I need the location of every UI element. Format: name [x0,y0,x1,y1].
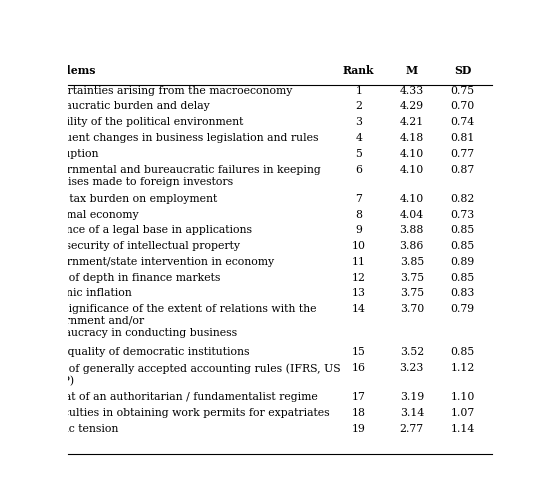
Text: 13: 13 [352,288,366,298]
Text: 4.10: 4.10 [400,165,424,175]
Text: 0.89: 0.89 [451,257,475,267]
Text: 0.85: 0.85 [451,241,475,251]
Text: 0.74: 0.74 [451,117,475,127]
Text: 0.75: 0.75 [451,86,475,96]
Text: 3.14: 3.14 [400,408,424,418]
Text: 3: 3 [355,117,362,127]
Text: Low security of intellectual property: Low security of intellectual property [39,241,240,251]
Text: 0.81: 0.81 [450,133,475,143]
Text: Volatility of the political environment: Volatility of the political environment [39,117,243,127]
Text: Corruption: Corruption [39,149,99,159]
Text: 4.29: 4.29 [400,102,424,111]
Text: 20: 20 [352,440,366,450]
Text: 0.82: 0.82 [450,194,475,204]
Text: 5: 5 [356,149,362,159]
Text: Social problems of expatriate families: Social problems of expatriate families [39,440,247,450]
Text: 2.77: 2.77 [400,424,424,434]
Text: 0.85: 0.85 [451,273,475,282]
Text: 11: 11 [352,257,366,267]
Text: The significance of the extent of relations with the
government and/or
bureaucra: The significance of the extent of relati… [39,304,316,338]
Text: Problems: Problems [39,65,96,76]
Text: High tax burden on employment: High tax burden on employment [39,194,217,204]
Text: 3.19: 3.19 [400,392,424,402]
Text: 0.73: 0.73 [451,210,475,220]
Text: 3.23: 3.23 [399,363,424,373]
Text: Threat of an authoritarian / fundamentalist regime: Threat of an authoritarian / fundamental… [39,392,317,402]
Text: 3.88: 3.88 [399,225,424,236]
Text: 4.33: 4.33 [400,86,424,96]
Text: Chronic inflation: Chronic inflation [39,288,131,298]
Text: 4.18: 4.18 [400,133,424,143]
Text: 0.77: 0.77 [451,149,475,159]
Text: Bureaucratic burden and delay: Bureaucratic burden and delay [39,102,210,111]
Text: 4.10: 4.10 [400,149,424,159]
Text: Uncertainties arising from the macroeconomy: Uncertainties arising from the macroecon… [39,86,292,96]
Text: 1.14: 1.14 [451,424,475,434]
Text: 7: 7 [356,194,362,204]
Text: 1.12: 1.12 [450,363,475,373]
Text: Poor quality of democratic institutions: Poor quality of democratic institutions [39,347,249,357]
Text: 0.70: 0.70 [451,102,475,111]
Text: 14: 14 [352,304,366,314]
Text: 19: 19 [352,424,366,434]
Text: 15: 15 [352,347,366,357]
Text: 0.85: 0.85 [451,347,475,357]
Text: SD: SD [454,65,472,76]
Text: 1.07: 1.07 [451,408,475,418]
Text: 4.04: 4.04 [400,210,424,220]
Text: Ethnic tension: Ethnic tension [39,424,118,434]
Text: 18: 18 [352,408,366,418]
Text: 0.85: 0.85 [451,225,475,236]
Text: 0.87: 0.87 [451,165,475,175]
Text: 6: 6 [355,165,362,175]
Text: Government/state intervention in economy: Government/state intervention in economy [39,257,274,267]
Text: 4: 4 [356,133,362,143]
Text: 3.86: 3.86 [399,241,424,251]
Text: Rank: Rank [343,65,375,76]
Text: 1.10: 1.10 [450,392,475,402]
Text: 3.75: 3.75 [400,288,424,298]
Text: Governmental and bureaucratic failures in keeping
promises made to foreign inves: Governmental and bureaucratic failures i… [39,165,321,186]
Text: 0.83: 0.83 [450,288,475,298]
Text: Frequent changes in business legislation and rules: Frequent changes in business legislation… [39,133,318,143]
Text: 0.79: 0.79 [451,304,475,314]
Text: 1: 1 [355,86,362,96]
Text: 17: 17 [352,392,366,402]
Text: 1.01: 1.01 [450,440,475,450]
Text: Lack of generally accepted accounting rules (IFRS, US
GAAP): Lack of generally accepted accounting ru… [39,363,340,386]
Text: Difficulties in obtaining work permits for expatriates: Difficulties in obtaining work permits f… [39,408,329,418]
Text: 9: 9 [356,225,362,236]
Text: 10: 10 [352,241,366,251]
Text: Informal economy: Informal economy [39,210,138,220]
Text: 3.75: 3.75 [400,273,424,282]
Text: 3.70: 3.70 [400,304,424,314]
Text: M: M [406,65,418,76]
Text: 2.45: 2.45 [400,440,424,450]
Text: 12: 12 [352,273,366,282]
Text: 8: 8 [355,210,362,220]
Text: 16: 16 [352,363,366,373]
Text: 3.85: 3.85 [400,257,424,267]
Text: 4.10: 4.10 [400,194,424,204]
Text: 4.21: 4.21 [400,117,424,127]
Text: 3.52: 3.52 [400,347,424,357]
Text: 2: 2 [355,102,362,111]
Text: Absence of a legal base in applications: Absence of a legal base in applications [39,225,252,236]
Text: Lack of depth in finance markets: Lack of depth in finance markets [39,273,220,282]
